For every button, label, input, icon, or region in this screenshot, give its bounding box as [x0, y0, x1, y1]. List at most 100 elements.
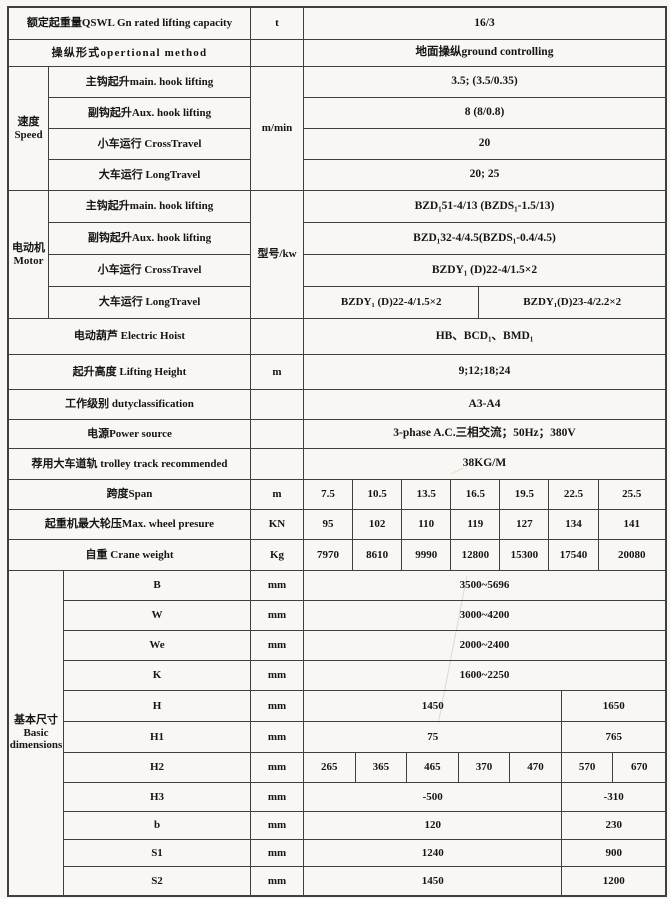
row-value: 9;12;18;24: [304, 355, 665, 390]
row-dim-K: K mm 1600~2250: [64, 661, 665, 691]
section-basic-dimensions: 基本尺寸 Basic dimensions B mm 3500~5696 W m…: [9, 571, 665, 895]
row-value-right: BZDY₁(D)23-4/2.2×2: [479, 287, 665, 319]
group-label-zh: 速度: [17, 115, 40, 128]
row-label: H: [64, 691, 251, 722]
row-unit: mm: [251, 840, 304, 867]
row-crane-weight: 自重 Crane weight Kg 7970 8610 9990 12800 …: [9, 540, 665, 571]
row-unit: [251, 390, 304, 420]
row-label: S2: [64, 867, 251, 895]
row-label: S1: [64, 840, 251, 867]
row-dim-H1: H1 mm 75 765: [64, 722, 665, 753]
row-unit: [251, 449, 304, 480]
row-value-left: BZDY₁ (D)22-4/1.5×2: [304, 287, 480, 319]
span-value: 19.5: [500, 480, 550, 510]
row-value: 3.5; (3.5/0.35): [304, 67, 665, 98]
row-value-left: 75: [304, 722, 563, 753]
row-label: 电源Power source: [9, 420, 251, 449]
h2-value: 670: [613, 753, 665, 783]
row-label: 主钩起升main. hook lifting: [49, 191, 251, 223]
h2-value: 265: [304, 753, 356, 783]
row-value: 3-phase A.C.三相交流；50Hz；380V: [304, 420, 665, 449]
row-label: H3: [64, 783, 251, 812]
row-value: 16/3: [304, 8, 665, 40]
row-value-right: 900: [562, 840, 665, 867]
row-value: 38KG/M: [304, 449, 665, 480]
row-value-right: 230: [562, 812, 665, 840]
row-duty-classification: 工作级别 dutyclassification A3-A4: [9, 390, 665, 420]
row-trolley-track: 荐用大车道轨 trolley track recommended 38KG/M: [9, 449, 665, 480]
wheel-pressure-value: 110: [402, 510, 452, 540]
row-value: 2000~2400: [304, 631, 665, 661]
row-label: 起升高度 Lifting Height: [9, 355, 251, 390]
crane-weight-value: 7970: [304, 540, 354, 571]
row-unit: [251, 420, 304, 449]
row-label: 工作级别 dutyclassification: [9, 390, 251, 420]
row-unit: mm: [251, 783, 304, 812]
row-value: 20; 25: [304, 160, 665, 191]
row-dim-H3: H3 mm -500 -310: [64, 783, 665, 812]
row-value: 3500~5696: [304, 571, 665, 601]
row-label: 主钩起升main. hook lifting: [49, 67, 251, 98]
h2-value: 465: [407, 753, 459, 783]
wheel-pressure-value: 95: [304, 510, 354, 540]
row-label: B: [64, 571, 251, 601]
span-value: 10.5: [353, 480, 403, 510]
row-dim-b: b mm 120 230: [64, 812, 665, 840]
row-value: BZD₁51-4/13 (BZDS₁-1.5/13): [304, 191, 665, 223]
wheel-pressure-value: 119: [451, 510, 501, 540]
row-dim-H: H mm 1450 1650: [64, 691, 665, 722]
row-dim-S2: S2 mm 1450 1200: [64, 867, 665, 895]
row-label: 小车运行 CrossTravel: [49, 129, 251, 160]
crane-weight-value: 9990: [402, 540, 452, 571]
row-unit: mm: [251, 691, 304, 722]
row-unit: mm: [251, 722, 304, 753]
row-unit: [251, 319, 304, 355]
row-unit: m/min: [251, 67, 304, 191]
row-label: 起重机最大轮压Max. wheel presure: [9, 510, 251, 540]
group-label-motor: 电动机 Motor: [9, 191, 49, 319]
span-value: 7.5: [304, 480, 354, 510]
row-value-left: 1450: [304, 691, 563, 722]
row-unit: mm: [251, 601, 304, 631]
row-operational-method: 操纵形式opertional method 地面操纵ground control…: [9, 40, 665, 67]
wheel-pressure-value: 127: [500, 510, 550, 540]
row-rated-capacity: 额定起重量QSWL Gn rated lifting capacity t 16…: [9, 8, 665, 40]
row-value: 1600~2250: [304, 661, 665, 691]
row-label: b: [64, 812, 251, 840]
span-value: 22.5: [549, 480, 599, 510]
row-value-right: -310: [562, 783, 665, 812]
row-value: 20: [304, 129, 665, 160]
row-label: 大车运行 LongTravel: [49, 160, 251, 191]
row-label: 额定起重量QSWL Gn rated lifting capacity: [9, 8, 251, 40]
row-value-right: 765: [562, 722, 665, 753]
row-unit: [251, 40, 304, 67]
group-label-en: Speed: [14, 128, 43, 141]
row-label: 大车运行 LongTravel: [49, 287, 251, 319]
row-label: 操纵形式opertional method: [9, 40, 251, 67]
row-label: 自重 Crane weight: [9, 540, 251, 571]
row-unit: t: [251, 8, 304, 40]
row-label: 电动葫芦 Electric Hoist: [9, 319, 251, 355]
span-value: 25.5: [598, 480, 665, 510]
row-label: 荐用大车道轨 trolley track recommended: [9, 449, 251, 480]
crane-weight-value: 17540: [549, 540, 599, 571]
group-label-en: Basic dimensions: [9, 726, 63, 752]
group-label-speed: 速度 Speed: [9, 67, 49, 191]
crane-weight-value: 15300: [500, 540, 550, 571]
row-label: 副钩起升Aux. hook lifting: [49, 223, 251, 255]
crane-weight-value: 8610: [353, 540, 403, 571]
row-dim-W: W mm 3000~4200: [64, 601, 665, 631]
row-value-left: 1450: [304, 867, 563, 895]
row-electric-hoist: 电动葫芦 Electric Hoist HB、BCD₁、BMD₁: [9, 319, 665, 355]
row-label: 小车运行 CrossTravel: [49, 255, 251, 287]
row-label: We: [64, 631, 251, 661]
section-motor: 电动机 Motor 主钩起升main. hook lifting 副钩起升Aux…: [9, 191, 665, 319]
spec-table: 额定起重量QSWL Gn rated lifting capacity t 16…: [7, 6, 667, 897]
row-unit: mm: [251, 661, 304, 691]
row-unit: mm: [251, 812, 304, 840]
wheel-pressure-value: 102: [353, 510, 403, 540]
row-value: 地面操纵ground controlling: [304, 40, 665, 67]
group-label-zh: 基本尺寸: [14, 714, 58, 727]
row-value-left: 120: [304, 812, 563, 840]
row-power-source: 电源Power source 3-phase A.C.三相交流；50Hz；380…: [9, 420, 665, 449]
